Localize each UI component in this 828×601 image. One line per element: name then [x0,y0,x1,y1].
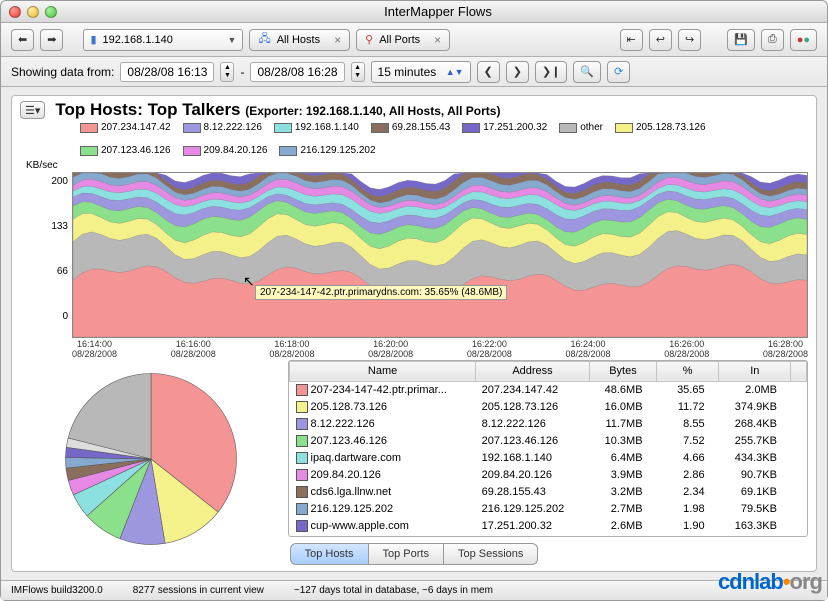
y-axis: KB/sec 200 133 66 0 [20,158,72,338]
main-window: InterMapper Flows ⬅ ➡ ▮ 192.168.1.140 ▼ … [0,0,828,601]
col-in[interactable]: In [719,361,791,381]
legend-item[interactable]: 17.251.200.32 [462,122,547,133]
chart-legend: 207.234.147.42 8.12.222.126 192.168.1.140 6… [80,122,808,156]
col-name[interactable]: Name [290,361,476,381]
panel-header: ☰▾ Top Hosts: Top Talkers (Exporter: 192… [20,100,808,120]
watermark: cdnlab•org [718,569,822,595]
col-scroll [791,361,807,381]
col-pct[interactable]: % [657,361,719,381]
stacked-area-chart[interactable]: ↖ 207-234-147-42.ptr.primarydns.com: 35.… [72,172,808,338]
date-from-stepper[interactable]: ▲▼ [220,62,234,82]
col-address[interactable]: Address [476,361,590,381]
table-row[interactable]: cup-www.apple.com17.251.200.322.6MB1.901… [290,517,807,534]
nav-first-button[interactable]: ⇤ [620,29,643,51]
status-bar: IMFlows build3200.0 8277 sessions in cur… [1,580,827,600]
tab-ports-close-icon[interactable]: × [434,33,441,47]
table-row[interactable]: 8.12.222.1268.12.222.12611.7MB8.55268.4K… [290,415,807,432]
date-to-field[interactable]: 08/28/08 16:28 [250,62,344,82]
legend-item[interactable]: other [559,122,603,133]
date-from-label: Showing data from: [11,65,114,79]
tab-top-hosts[interactable]: Top Hosts [290,543,369,565]
bottom-split: Name Address Bytes % In 207-234-147-42.p… [20,360,808,537]
table-row[interactable]: 207.123.46.126207.123.46.12610.3MB7.5225… [290,432,807,449]
nav-fwd-button[interactable]: ↪ [678,29,701,51]
tab-ports-label: All Ports [379,34,420,46]
table-row[interactable]: cds6.lga.llnw.net69.28.155.433.2MB2.3469… [290,483,807,500]
legend-item[interactable]: 205.128.73.126 [615,122,706,133]
legend-item[interactable]: 8.12.222.126 [183,122,262,133]
x-axis: 16:14:00 08/28/200816:16:00 08/28/200816… [72,338,808,360]
date-to-stepper[interactable]: ▲▼ [351,62,365,82]
y-axis-unit: KB/sec [26,160,58,171]
hosts-table: Name Address Bytes % In 207-234-147-42.p… [288,360,808,537]
print-button[interactable]: ⎙ [761,29,784,51]
tab-hosts-close-icon[interactable]: × [334,33,341,47]
view-tabs: Top Hosts Top Ports Top Sessions [20,537,808,567]
range-last-button[interactable]: ❯❙ [535,61,567,83]
zoom-window-button[interactable] [45,6,57,18]
tab-top-sessions[interactable]: Top Sessions [444,543,538,565]
chart-tooltip: 207-234-147-42.ptr.primarydns.com: 35.65… [255,285,507,300]
tab-hosts-label: All Hosts [277,34,320,46]
legend-item[interactable]: 207.234.147.42 [80,122,171,133]
tab-top-ports[interactable]: Top Ports [369,543,444,565]
minimize-window-button[interactable] [27,6,39,18]
legend-item[interactable]: 207.123.46.126 [80,145,171,156]
forward-button[interactable]: ➡ [40,29,63,51]
device-dropdown[interactable]: ▮ 192.168.1.140 ▼ [83,29,243,51]
range-dropdown-value: 15 minutes [378,65,437,79]
close-window-button[interactable] [9,6,21,18]
zoom-button[interactable]: 🔍 [573,61,601,83]
range-dropdown[interactable]: 15 minutes ▲▼ [371,61,471,83]
col-bytes[interactable]: Bytes [589,361,656,381]
tab-ports[interactable]: ⚲ All Ports × [356,29,450,51]
main-panel: ☰▾ Top Hosts: Top Talkers (Exporter: 192… [11,95,817,572]
date-range-bar: Showing data from: 08/28/08 16:13 ▲▼ - 0… [1,57,827,87]
table-row[interactable]: 209.84.20.126209.84.20.1263.9MB2.8690.7K… [290,466,807,483]
refresh-button[interactable]: ⟳ [607,61,630,83]
range-first-button[interactable]: ❮ [477,61,500,83]
cursor-icon: ↖ [243,273,255,290]
content-area: ☰▾ Top Hosts: Top Talkers (Exporter: 192… [1,87,827,580]
status-build: IMFlows build3200.0 [11,585,103,596]
date-from-field[interactable]: 08/28/08 16:13 [120,62,214,82]
table-row[interactable]: 216.129.125.202216.129.125.2022.7MB1.987… [290,500,807,517]
status-days: ~127 days total in database, ~6 days in … [294,585,493,596]
legend-item[interactable]: 69.28.155.43 [371,122,450,133]
status-sessions: 8277 sessions in current view [133,585,264,596]
save-button[interactable]: 💾 [727,29,755,51]
table-row[interactable]: 205.128.73.126205.128.73.12616.0MB11.723… [290,398,807,415]
tab-hosts[interactable]: 🖧 All Hosts × [249,29,350,51]
panel-title: Top Hosts: Top Talkers (Exporter: 192.16… [55,100,500,120]
chart-area: KB/sec 200 133 66 0 ↖ 207-234-147-42.ptr… [20,158,808,338]
window-title: InterMapper Flows [57,4,819,19]
link-button[interactable]: ●● [790,29,817,51]
pie-chart[interactable] [20,360,282,537]
main-toolbar: ⬅ ➡ ▮ 192.168.1.140 ▼ 🖧 All Hosts × ⚲ Al… [1,23,827,57]
titlebar: InterMapper Flows [1,1,827,23]
legend-item[interactable]: 192.168.1.140 [274,122,359,133]
legend-item[interactable]: 216.129.125.202 [279,145,375,156]
device-dropdown-value: 192.168.1.140 [103,34,173,46]
nav-back-button[interactable]: ↩ [649,29,672,51]
panel-menu-button[interactable]: ☰▾ [20,101,45,119]
back-button[interactable]: ⬅ [11,29,34,51]
table-row[interactable]: 207-234-147-42.ptr.primar...207.234.147.… [290,381,807,398]
table-row[interactable]: ipaq.dartware.com192.168.1.1406.4MB4.664… [290,449,807,466]
legend-item[interactable]: 209.84.20.126 [183,145,268,156]
range-prev-button[interactable]: ❯ [506,61,529,83]
